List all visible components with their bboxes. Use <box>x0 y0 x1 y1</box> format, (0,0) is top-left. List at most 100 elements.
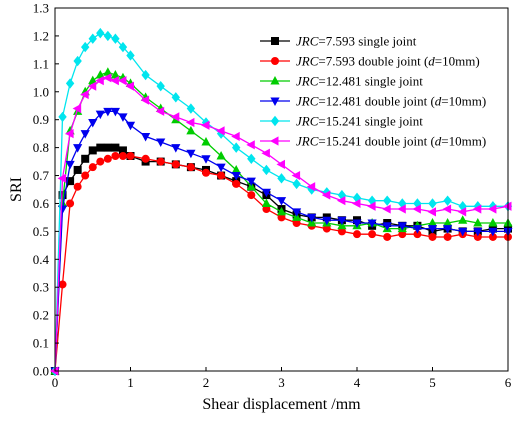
legend-label-text: =7.593 single joint <box>318 34 416 49</box>
data-point <box>216 163 226 173</box>
data-point <box>503 201 512 211</box>
data-point <box>412 225 422 234</box>
data-point <box>488 218 498 227</box>
legend-label-jrc: JRC <box>296 134 319 149</box>
data-point <box>96 157 105 166</box>
data-point <box>95 110 105 120</box>
data-point <box>291 170 301 181</box>
data-point <box>306 182 316 192</box>
legend-label-jrc: JRC <box>296 74 319 89</box>
data-point <box>171 92 180 103</box>
data-point <box>118 113 128 122</box>
x-tick-label: 3 <box>278 375 285 390</box>
legend-label-tail: =10mm) <box>441 134 486 149</box>
legend-label-jrc: JRC <box>296 34 319 49</box>
data-point <box>66 199 75 208</box>
series-6 <box>50 73 512 376</box>
data-point <box>126 50 135 61</box>
data-point <box>81 171 90 180</box>
y-tick-label: 0.2 <box>33 308 49 323</box>
data-point <box>337 216 347 226</box>
data-point <box>58 191 67 200</box>
legend-label-jrc: JRC <box>296 114 319 129</box>
data-point <box>383 195 392 206</box>
data-point <box>156 80 165 92</box>
data-point <box>443 218 453 227</box>
legend-label: JRC=15.241 double joint (d=10mm) <box>296 134 486 149</box>
data-point <box>141 132 151 142</box>
data-point <box>111 151 120 160</box>
legend-label: JRC=7.593 single joint <box>296 34 417 49</box>
data-point <box>322 216 332 226</box>
x-tick-label: 4 <box>354 375 361 390</box>
data-point <box>292 178 301 190</box>
data-point <box>321 190 331 200</box>
y-tick-label: 0.5 <box>33 224 49 239</box>
data-point <box>155 106 165 116</box>
y-tick-label: 0.4 <box>33 252 50 267</box>
legend-label-d: d <box>428 54 435 69</box>
data-point <box>73 144 83 153</box>
data-point <box>65 129 74 139</box>
data-point <box>110 107 120 117</box>
legend-marker <box>270 76 280 85</box>
data-point <box>156 138 166 148</box>
data-point <box>140 95 150 105</box>
data-point <box>413 230 422 239</box>
legend-label: JRC=7.593 double joint (d=10mm) <box>296 54 480 69</box>
data-point <box>217 171 226 180</box>
series-line <box>54 155 508 372</box>
data-point <box>367 201 376 211</box>
data-point <box>276 197 287 206</box>
legend-item: JRC=15.241 single joint <box>260 114 423 129</box>
series-layer <box>50 27 513 377</box>
data-point <box>141 154 150 163</box>
data-point <box>88 33 97 44</box>
data-point <box>58 111 67 123</box>
data-point <box>81 154 90 163</box>
data-point <box>110 76 119 86</box>
data-point <box>247 153 256 164</box>
data-point <box>246 140 255 150</box>
data-point <box>50 366 59 376</box>
legend-label: JRC=12.481 double joint (d=10mm) <box>296 94 486 109</box>
data-point <box>353 230 361 239</box>
data-point <box>487 204 497 214</box>
data-point <box>80 130 90 139</box>
data-point <box>58 280 67 289</box>
data-point <box>231 172 241 181</box>
data-point <box>261 148 270 158</box>
data-point <box>186 125 196 135</box>
data-point <box>443 232 452 241</box>
data-point <box>412 204 421 214</box>
data-point <box>186 163 195 172</box>
data-point <box>156 157 165 166</box>
legend-item: JRC=15.241 double joint (d=10mm) <box>260 134 486 149</box>
y-tick-label: 0.6 <box>33 196 50 211</box>
legend-marker <box>270 115 280 127</box>
y-tick-label: 1.1 <box>33 56 49 71</box>
data-point <box>65 78 75 89</box>
data-point <box>473 227 483 237</box>
legend-label-text: =7.593 double joint ( <box>318 54 428 69</box>
data-point <box>336 196 346 206</box>
data-point <box>457 207 467 217</box>
data-point <box>118 146 127 155</box>
data-point <box>96 143 105 152</box>
data-point <box>231 164 241 174</box>
data-point <box>277 213 286 222</box>
legend-item: JRC=7.593 single joint <box>260 34 417 49</box>
data-point <box>292 208 302 217</box>
data-point <box>428 232 437 241</box>
data-point <box>185 117 195 128</box>
x-tick-label: 0 <box>52 375 59 390</box>
data-point <box>232 142 241 153</box>
legend-marker <box>271 37 279 45</box>
data-point <box>111 143 120 152</box>
data-point <box>261 188 271 198</box>
data-point <box>170 112 180 122</box>
data-point <box>216 126 225 136</box>
legend-item: JRC=12.481 double joint (d=10mm) <box>260 94 486 109</box>
